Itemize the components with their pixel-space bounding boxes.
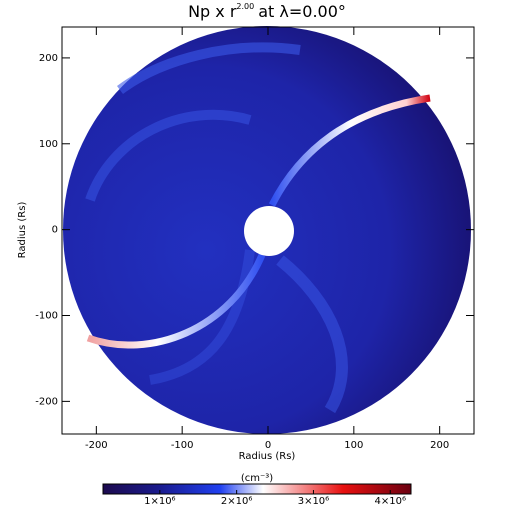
bright-arm	[86, 253, 266, 349]
y-tick-label: -100	[35, 311, 58, 322]
y-tick-label: 0	[52, 225, 58, 236]
faint-arm	[276, 255, 348, 414]
faint-arm	[117, 42, 301, 95]
colorbar-tick-label: 1×10⁶	[144, 496, 175, 507]
x-tick-label: 100	[344, 440, 363, 451]
y-tick-label: -200	[35, 396, 58, 407]
title-exponent: 2.00	[236, 2, 254, 11]
x-tick-label: -200	[85, 440, 108, 451]
density-map	[63, 26, 471, 434]
faint-arm	[149, 249, 255, 385]
y-axis-label: Radius (Rs)	[17, 202, 28, 259]
inner-boundary	[244, 206, 294, 256]
title-suffix: at λ=0.00°	[258, 2, 346, 21]
colorbar-tick-label: 3×10⁶	[298, 496, 329, 507]
x-tick-label: 0	[265, 440, 271, 451]
x-tick-label: 200	[430, 440, 449, 451]
x-axis-label: Radius (Rs)	[239, 451, 296, 462]
title-text: Np x r	[188, 2, 237, 21]
chart-title: Np x r2.00 at λ=0.00°	[188, 2, 346, 21]
x-tick-label: -100	[171, 440, 194, 451]
colorbar-label: (cm⁻³)	[241, 473, 273, 484]
colorbar-tick-label: 4×10⁶	[375, 496, 406, 507]
colorbar-tick-label: 2×10⁶	[221, 496, 252, 507]
y-tick-label: 200	[39, 53, 58, 64]
bright-arm	[268, 94, 431, 207]
y-tick-label: 100	[39, 139, 58, 150]
faint-arm	[85, 109, 252, 202]
colorbar	[102, 483, 412, 495]
